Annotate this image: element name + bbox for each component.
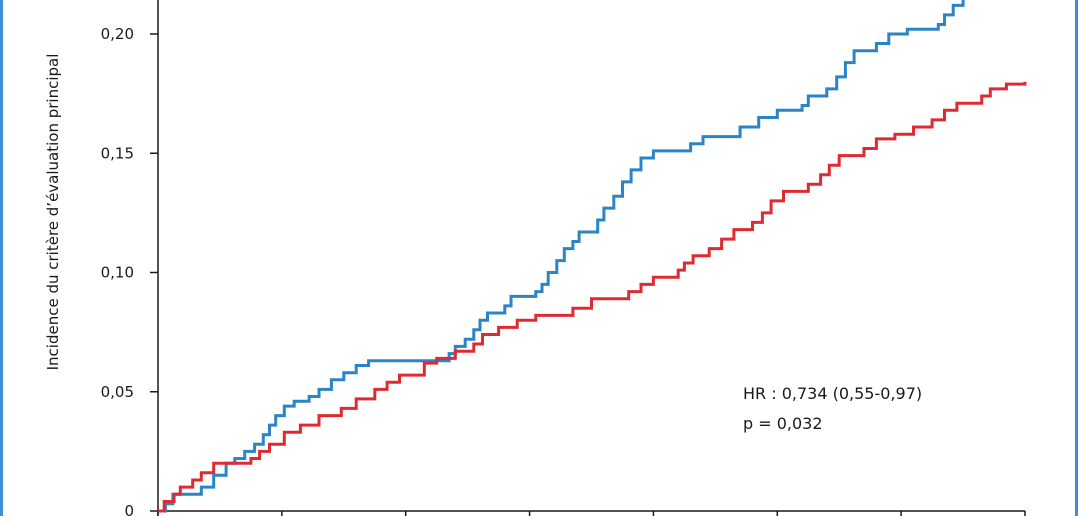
y-tick-label: 0,10	[101, 264, 134, 282]
y-tick-label: 0,15	[101, 144, 134, 162]
series-layer	[158, 0, 1027, 513]
y-tick-label: 0	[124, 502, 134, 516]
y-tick-label: 0,20	[101, 25, 134, 43]
series-line-red	[158, 81, 1027, 513]
hr-annotation: HR : 0,734 (0,55-0,97)	[743, 384, 922, 403]
y-axis-title: Incidence du critère d’évaluation princi…	[44, 54, 62, 371]
y-tick-label: 0,05	[101, 383, 134, 401]
p-value-annotation: p = 0,032	[743, 414, 823, 433]
incidence-chart: 0 0,05 0,10 0,15 0,20 Incidence du critère d…	[44, 0, 1027, 516]
series-line-blue	[158, 0, 965, 513]
axes: 0 0,05 0,10 0,15 0,20	[101, 0, 1026, 516]
